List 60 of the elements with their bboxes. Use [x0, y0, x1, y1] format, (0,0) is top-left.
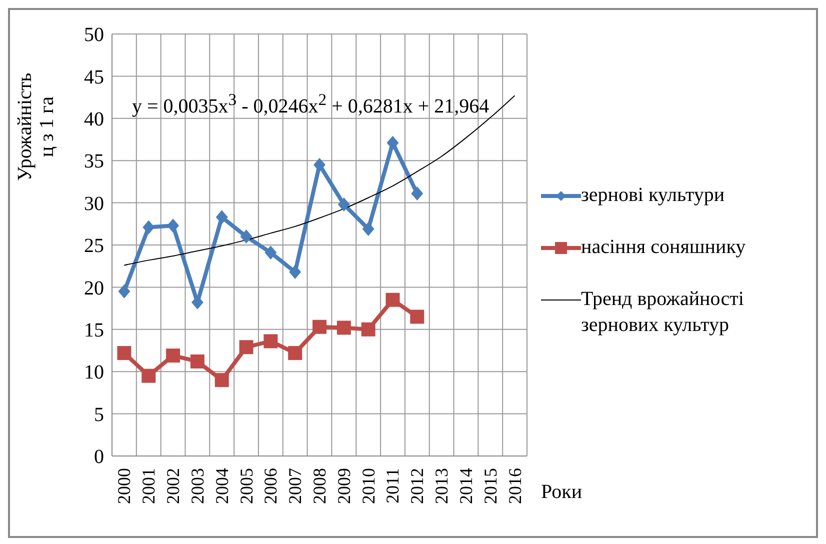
point [216, 210, 228, 224]
y-tick-label: 10 [84, 362, 104, 384]
x-tick-label: 2008 [310, 468, 330, 504]
point [239, 340, 254, 354]
x-tick-label: 2006 [260, 468, 281, 504]
legend-label: зернові культури [581, 183, 725, 208]
y-tick-label: 0 [94, 446, 104, 468]
point [142, 220, 155, 234]
x-tick-label: 2003 [187, 468, 208, 504]
point [167, 218, 180, 233]
point [410, 310, 424, 324]
point [142, 368, 156, 383]
line-series [124, 95, 516, 266]
annotation: y = 0,0035x$^{3}$ - 0,0246x$^{2}$ + 0,6281x + 21,964 [132, 90, 490, 119]
y-tick-label: 40 [84, 108, 104, 130]
y-tick-label: 20 [84, 277, 104, 300]
point [118, 284, 130, 298]
point [240, 230, 252, 244]
point [312, 320, 326, 334]
x-tick-label: 2002 [163, 468, 184, 504]
point [361, 322, 376, 336]
legend-label: насіння соняшнику [581, 235, 746, 260]
y-tick-label: 5 [94, 404, 104, 426]
point [338, 197, 350, 212]
legend-label: Тренд врожайності зернових культур [581, 287, 745, 338]
x-tick-label: 2000 [114, 468, 134, 504]
x-tick-label: 2004 [212, 468, 232, 504]
x-tick-label: 2015 [480, 468, 500, 504]
point [166, 348, 180, 363]
point [411, 186, 424, 201]
y-tick-label: 35 [84, 150, 104, 173]
point [190, 354, 204, 368]
x-tick-label: 2016 [504, 468, 525, 504]
x-tick-label: 2010 [358, 468, 378, 504]
point [214, 373, 229, 388]
point [386, 292, 400, 307]
x-tick-label: 2007 [285, 468, 306, 504]
point [314, 158, 326, 172]
point [336, 320, 351, 335]
point [117, 346, 132, 360]
y-tick-label: 50 [84, 24, 104, 46]
x-tick-label: 2013 [432, 468, 452, 504]
x-tick-label: 2009 [334, 468, 354, 504]
x-tick-label: 2011 [382, 468, 403, 504]
x-tick-label: 2001 [138, 468, 159, 504]
point [289, 265, 302, 280]
y-axis-title: Урожайність ц з 1 га [14, 72, 58, 181]
y-tick-label: 15 [84, 320, 104, 342]
point [264, 246, 277, 260]
y-tick-label: 25 [84, 235, 104, 258]
y-tick-label: 30 [84, 192, 104, 215]
y-tick-label: 45 [84, 66, 104, 88]
point [264, 334, 278, 348]
point [386, 136, 399, 150]
x-tick-label: 2012 [407, 468, 428, 504]
x-axis-title: Роки [541, 481, 582, 503]
x-tick-label: 2005 [236, 468, 256, 504]
point [288, 346, 302, 360]
point [362, 222, 374, 236]
x-tick-label: 2014 [456, 468, 476, 504]
